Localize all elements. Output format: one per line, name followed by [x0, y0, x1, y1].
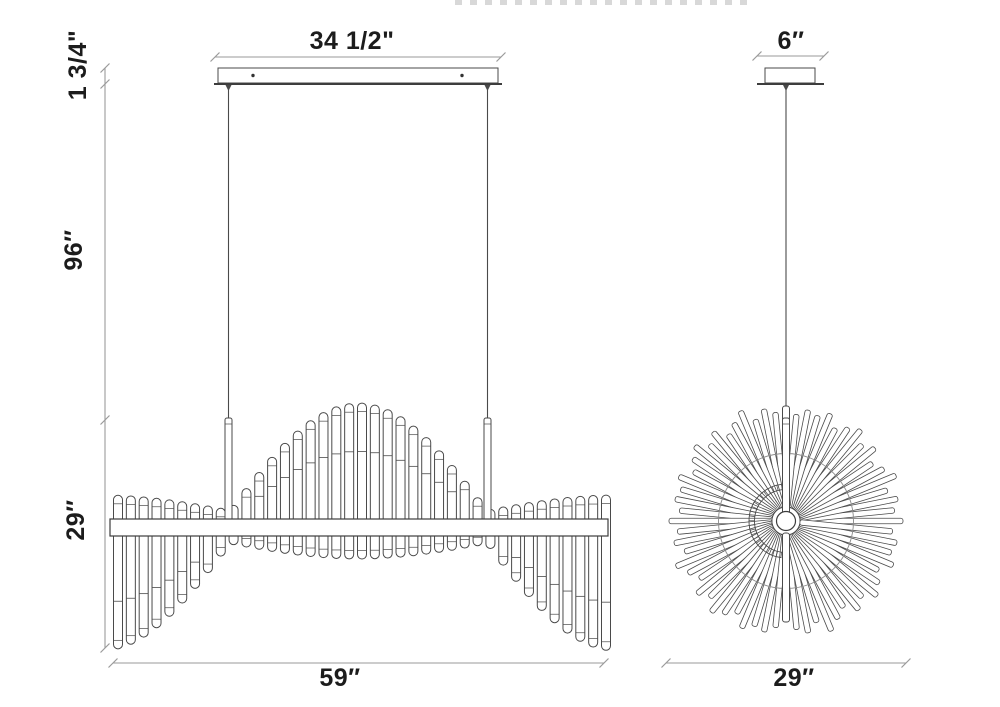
dim-label-drop-height: 96″ [60, 229, 88, 271]
dim-label-fixture-diameter: 29″ [773, 664, 815, 692]
cropped-text-fragment [455, 0, 747, 5]
front-view [109, 67, 611, 651]
dimension-lines [100, 51, 911, 668]
dim-label-canopy-height: 1 3/4" [64, 29, 92, 101]
side-view [668, 67, 904, 634]
dim-label-fixture-height: 29″ [62, 499, 90, 541]
dim-label-fixture-width: 59″ [319, 664, 361, 692]
dim-label-side-canopy-width: 6″ [777, 27, 805, 55]
dim-label-canopy-width: 34 1/2" [309, 27, 395, 55]
